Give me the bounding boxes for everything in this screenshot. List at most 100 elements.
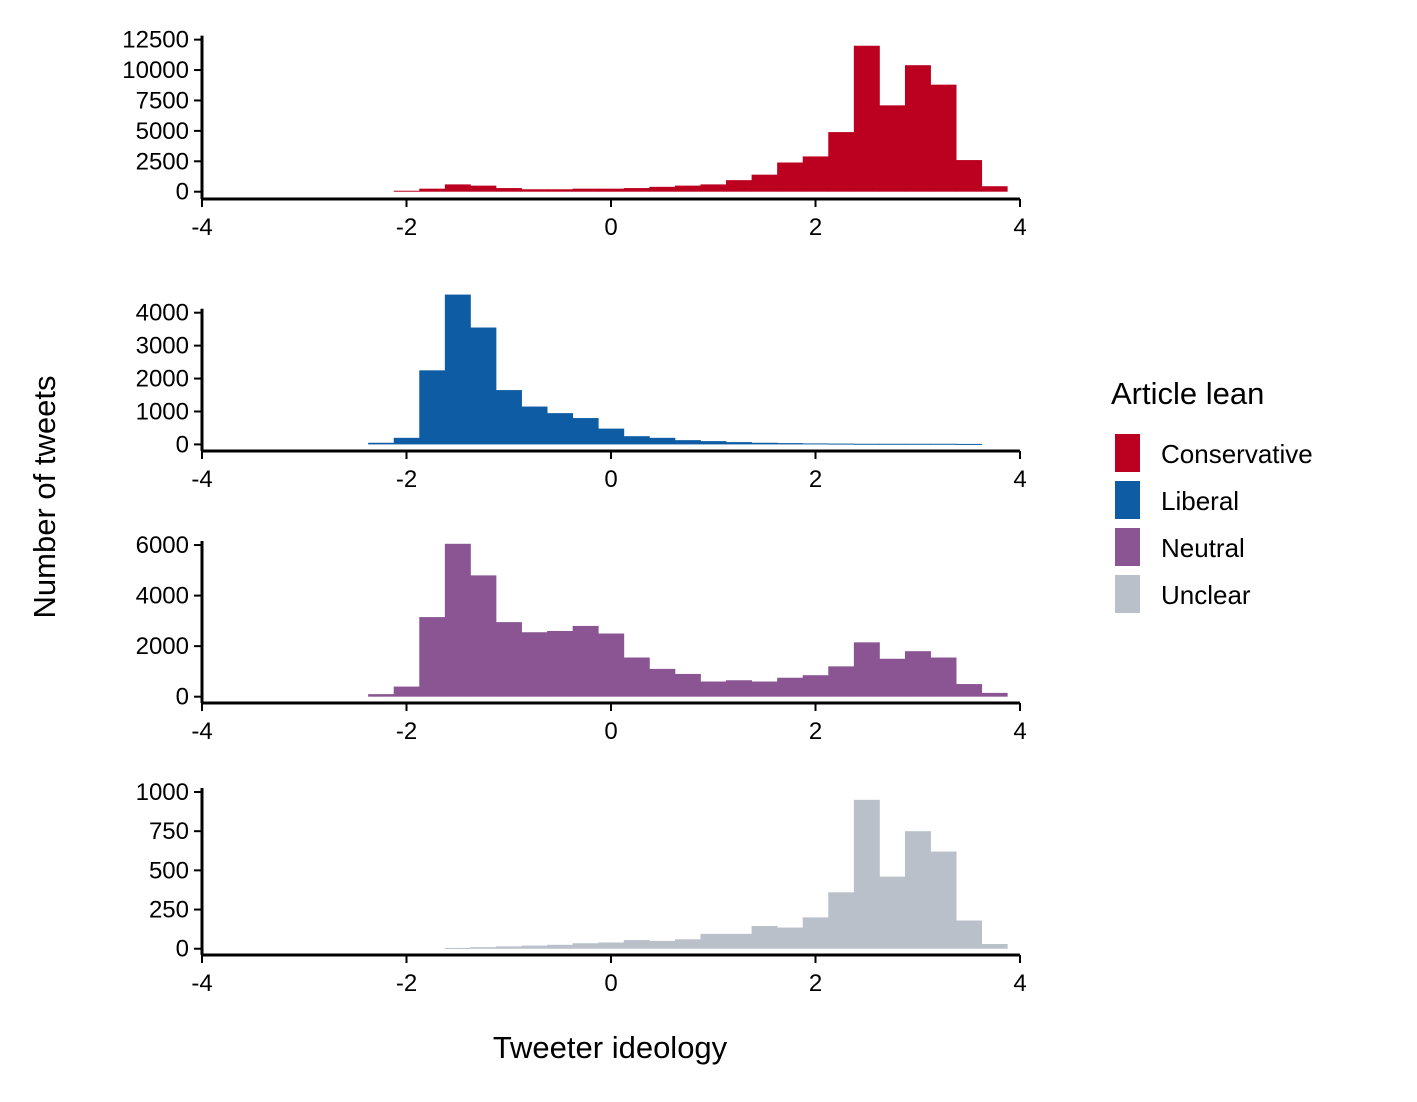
y-tick-label: 6000 bbox=[136, 532, 189, 559]
bar bbox=[470, 185, 497, 192]
bar bbox=[777, 443, 804, 445]
x-tick-label: -4 bbox=[191, 214, 212, 241]
y-tick-label: 0 bbox=[176, 936, 189, 963]
bar bbox=[981, 944, 1008, 949]
x-tick-label: 2 bbox=[809, 466, 822, 493]
panel-liberal: 0 1000 2000 3000 4000 -4 -2 0 2 4 bbox=[136, 294, 1027, 493]
bar bbox=[419, 370, 446, 445]
bar bbox=[828, 892, 855, 949]
bar bbox=[751, 442, 778, 445]
bar bbox=[572, 943, 599, 949]
bar bbox=[521, 406, 548, 445]
bar bbox=[598, 942, 625, 949]
x-tick-label: 4 bbox=[1013, 970, 1026, 997]
bar bbox=[879, 876, 906, 949]
legend: Article lean Conservative Liberal Neutral U… bbox=[1111, 376, 1313, 613]
bar bbox=[495, 390, 522, 445]
panel-conservative: 0 2500 5000 7500 10000 12500 -4 -2 0 2 4 bbox=[122, 27, 1026, 241]
bar bbox=[802, 443, 829, 445]
legend-item-liberal: Liberal bbox=[1115, 481, 1239, 519]
bar bbox=[623, 657, 650, 697]
x-tick-label: 2 bbox=[809, 718, 822, 745]
bar bbox=[393, 437, 420, 445]
bar bbox=[521, 632, 548, 697]
bar bbox=[419, 617, 446, 697]
bar bbox=[904, 443, 931, 445]
y-tick-label: 3000 bbox=[136, 333, 189, 360]
legend-label: Neutral bbox=[1161, 533, 1245, 563]
bar bbox=[623, 940, 650, 949]
x-tick-label: 4 bbox=[1013, 214, 1026, 241]
x-tick-label: 2 bbox=[809, 214, 822, 241]
legend-swatch bbox=[1115, 434, 1140, 472]
bar bbox=[981, 186, 1008, 192]
bar bbox=[547, 413, 574, 445]
bar bbox=[700, 441, 727, 445]
bar bbox=[777, 162, 804, 192]
x-tick-label: -4 bbox=[191, 466, 212, 493]
legend-swatch bbox=[1115, 528, 1140, 566]
bar bbox=[930, 443, 957, 445]
bar bbox=[751, 174, 778, 192]
bar bbox=[598, 428, 625, 445]
bar bbox=[598, 633, 625, 697]
bar bbox=[828, 666, 855, 697]
bar bbox=[956, 684, 983, 697]
y-tick-label: 4000 bbox=[136, 583, 189, 610]
y-tick-label: 0 bbox=[176, 684, 189, 711]
x-tick-label: 0 bbox=[604, 970, 617, 997]
bar bbox=[751, 681, 778, 697]
y-tick-label: 7500 bbox=[136, 87, 189, 114]
x-tick-label: -2 bbox=[396, 718, 417, 745]
y-tick-label: 5000 bbox=[136, 118, 189, 145]
bar bbox=[598, 188, 625, 192]
bar bbox=[649, 940, 676, 949]
bar bbox=[802, 917, 829, 949]
x-tick-label: -2 bbox=[396, 214, 417, 241]
x-tick-label: 0 bbox=[604, 466, 617, 493]
bar bbox=[521, 189, 548, 192]
legend-item-conservative: Conservative bbox=[1115, 434, 1313, 472]
y-tick-label: 0 bbox=[176, 431, 189, 458]
bar bbox=[904, 651, 931, 697]
bar bbox=[700, 681, 727, 697]
bar bbox=[572, 625, 599, 697]
legend-label: Liberal bbox=[1161, 486, 1239, 516]
bar bbox=[777, 927, 804, 949]
legend-item-neutral: Neutral bbox=[1115, 528, 1245, 566]
bar bbox=[572, 418, 599, 445]
y-tick-label: 750 bbox=[149, 818, 189, 845]
bar bbox=[393, 686, 420, 697]
bar bbox=[547, 630, 574, 697]
bar bbox=[547, 189, 574, 192]
legend-label: Unclear bbox=[1161, 580, 1251, 610]
bar bbox=[700, 184, 727, 192]
bar bbox=[853, 799, 880, 949]
bar bbox=[444, 294, 471, 445]
bar bbox=[930, 657, 957, 697]
bar bbox=[956, 920, 983, 949]
bar bbox=[726, 180, 752, 192]
x-axis-title: Tweeter ideology bbox=[493, 1030, 728, 1065]
y-tick-label: 1000 bbox=[136, 398, 189, 425]
bar bbox=[853, 642, 880, 697]
bar bbox=[802, 675, 829, 697]
bar bbox=[623, 188, 650, 192]
bar bbox=[623, 436, 650, 445]
x-tick-label: 0 bbox=[604, 718, 617, 745]
bar bbox=[853, 443, 880, 445]
bar bbox=[674, 673, 701, 697]
y-tick-label: 1000 bbox=[136, 779, 189, 806]
bar bbox=[751, 926, 778, 949]
bar bbox=[853, 45, 880, 192]
bar bbox=[495, 622, 522, 697]
bar bbox=[368, 442, 395, 445]
x-tick-label: -4 bbox=[191, 970, 212, 997]
legend-title: Article lean bbox=[1111, 376, 1264, 411]
bar bbox=[726, 442, 752, 445]
bar bbox=[470, 575, 497, 697]
bar bbox=[572, 188, 599, 192]
y-tick-label: 12500 bbox=[122, 27, 189, 54]
bar bbox=[649, 668, 676, 697]
